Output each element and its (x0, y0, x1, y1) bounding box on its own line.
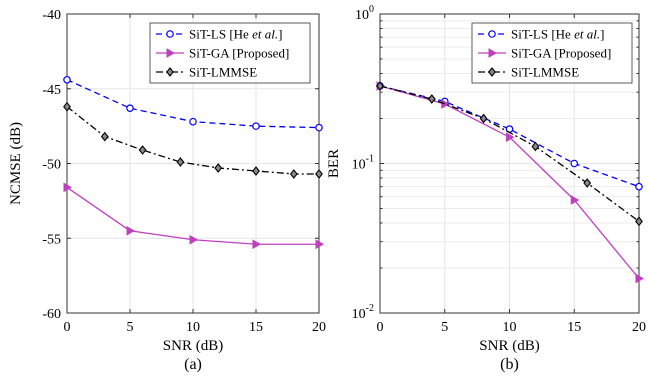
legend-marker (488, 67, 496, 77)
y-tick-label: 10-1 (352, 154, 374, 173)
chart-a: 0 5 10 15 20 -60 -55 -50 -45 -40 SNR (dB) NCMSE (dB… (8, 8, 326, 373)
data-point (635, 273, 645, 284)
data-point (252, 166, 260, 176)
legend-entry: SiT-LMMSE (189, 65, 257, 80)
data-point (63, 75, 71, 84)
data-point (126, 225, 136, 236)
y-tick-label: -45 (42, 83, 61, 98)
data-point (315, 169, 323, 179)
series-line (379, 85, 640, 222)
x-tick-label: 5 (127, 320, 134, 335)
legend-marker (488, 30, 496, 38)
data-point (176, 157, 185, 167)
x-tick-label: 10 (503, 320, 517, 335)
subfigure-caption: (b) (500, 356, 519, 373)
data-point (376, 81, 384, 91)
legend-entry: SiT-LS [He et al.] (511, 27, 604, 42)
data-point (427, 94, 436, 104)
series-line (66, 106, 319, 175)
x-axis-label: SNR (dB) (163, 338, 223, 354)
data-point (189, 234, 199, 245)
x-tick-label: 15 (567, 320, 581, 335)
y-tick-label: -55 (42, 232, 61, 247)
data-point (63, 101, 71, 112)
y-tick-label: 10-2 (352, 303, 374, 322)
data-point (570, 159, 579, 168)
legend-marker (166, 67, 174, 77)
data-point (531, 141, 540, 152)
legend: SiT-LS [He et al.] SiT-GA [Proposed] SiT-L… (149, 22, 311, 84)
x-tick-label: 0 (64, 320, 71, 335)
data-point (252, 239, 262, 250)
legend-entry: SiT-LS [He et al.] (189, 27, 282, 42)
data-point (479, 113, 488, 124)
y-tick-label: -40 (42, 8, 61, 23)
x-tick-label: 5 (441, 320, 448, 335)
x-axis-label: SNR (dB) (479, 338, 539, 354)
legend-marker (166, 48, 176, 58)
chart-b: 0 5 10 15 20 10-2 10-1 100 SNR (dB) BER (b) SiT-LS … (326, 4, 646, 373)
series-0 (63, 75, 323, 132)
data-point (315, 123, 323, 132)
data-point (635, 182, 643, 191)
data-point (126, 104, 134, 112)
x-tick-label: 20 (312, 320, 326, 335)
y-axis-label: NCMSE (dB) (8, 122, 24, 205)
y-axis-label: BER (326, 149, 342, 178)
series-1 (63, 182, 325, 250)
subfigure-caption: (a) (184, 356, 202, 373)
data-point (583, 178, 592, 188)
y-tick-label: -50 (42, 158, 61, 173)
data-point (252, 122, 260, 130)
data-point (635, 216, 643, 227)
y-tick-label: -60 (42, 307, 61, 322)
data-point (100, 131, 109, 142)
series-1 (376, 81, 645, 284)
legend-entry: SiT-GA [Proposed] (189, 46, 289, 61)
data-point (289, 169, 298, 179)
data-point (214, 163, 223, 173)
legend: SiT-LS [He et al.] SiT-GA [Proposed] SiT-L… (471, 22, 633, 84)
series-line (379, 85, 640, 188)
y-tick-label: 100 (355, 4, 374, 23)
data-point (315, 239, 325, 250)
x-tick-label: 0 (377, 320, 384, 335)
series-2 (376, 81, 643, 227)
data-point (441, 99, 450, 109)
x-tick-label: 20 (632, 320, 646, 335)
x-tick-label: 15 (249, 320, 263, 335)
data-point (506, 132, 515, 143)
legend-entry: SiT-GA [Proposed] (511, 46, 611, 61)
legend-entry: SiT-LMMSE (511, 65, 579, 80)
data-point (63, 182, 73, 193)
data-point (570, 195, 580, 205)
series-2 (63, 101, 323, 179)
data-point (138, 145, 147, 155)
legend-marker (488, 48, 498, 58)
data-point (189, 117, 197, 126)
x-tick-label: 10 (186, 320, 200, 335)
legend-marker (166, 30, 174, 38)
